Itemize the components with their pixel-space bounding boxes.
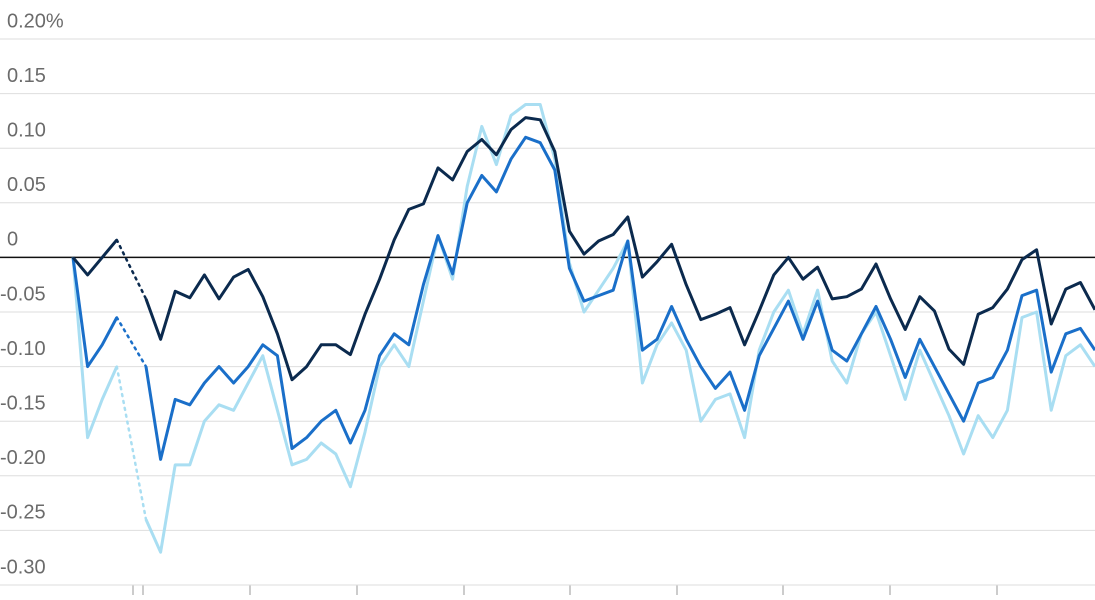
gap-connector xyxy=(115,238,148,301)
y-tick-label: -0.05 xyxy=(0,283,46,305)
y-tick-label: 0.05 xyxy=(7,174,46,196)
line xyxy=(144,135,1095,461)
series xyxy=(71,135,1095,461)
line xyxy=(71,257,119,369)
y-tick-label: 0.20% xyxy=(7,10,64,32)
x-axis-ticks xyxy=(132,585,998,595)
y-tick-label: 0.15 xyxy=(7,65,46,87)
y-tick-label: -0.30 xyxy=(0,556,46,578)
grid xyxy=(0,38,1095,586)
y-tick-label: -0.25 xyxy=(0,502,46,524)
y-tick-label: -0.10 xyxy=(0,338,46,360)
y-tick-label: -0.15 xyxy=(0,392,46,414)
y-tick-label: 0 xyxy=(7,229,18,251)
gap-connector xyxy=(115,365,148,521)
y-tick-label: -0.20 xyxy=(0,447,46,469)
series xyxy=(71,103,1095,554)
line xyxy=(144,103,1095,554)
gap-connector xyxy=(115,316,148,368)
line xyxy=(71,257,119,440)
line xyxy=(144,116,1095,382)
y-tick-label: 0.10 xyxy=(7,119,46,141)
series xyxy=(71,116,1095,382)
line xyxy=(71,238,118,277)
